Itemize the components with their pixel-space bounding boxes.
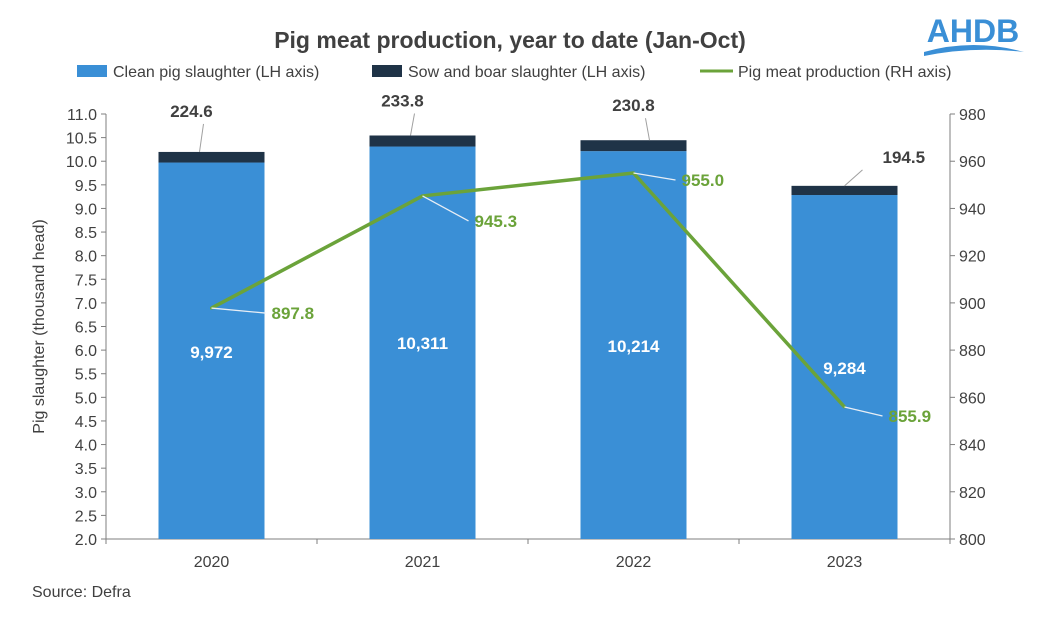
leader-line-sow — [844, 169, 863, 187]
chart-title: Pig meat production, year to date (Jan-O… — [274, 27, 746, 53]
left-tick-label: 5.5 — [75, 367, 97, 384]
left-tick-label: 3.5 — [75, 461, 97, 478]
bar-sow-2022 — [580, 140, 687, 152]
right-tick-label: 820 — [959, 485, 986, 502]
left-tick-label: 3.0 — [75, 485, 97, 502]
legend-swatch-clean — [77, 65, 107, 77]
bar-label-sow: 230.8 — [612, 96, 655, 115]
ahdb-logo: AHDB — [924, 13, 1024, 56]
right-tick-label: 940 — [959, 201, 986, 218]
x-tick-label: 2021 — [405, 554, 441, 571]
right-tick-label: 860 — [959, 390, 986, 407]
x-tick-label: 2020 — [194, 554, 230, 571]
line-label: 945.3 — [475, 212, 518, 231]
line-label: 955.0 — [682, 171, 725, 190]
right-tick-label: 840 — [959, 438, 986, 455]
right-tick-label: 880 — [959, 343, 986, 360]
left-tick-label: 10.5 — [66, 131, 97, 148]
legend-label-line: Pig meat production (RH axis) — [738, 64, 951, 81]
legend-label-clean: Clean pig slaughter (LH axis) — [113, 64, 319, 81]
left-tick-label: 8.0 — [75, 249, 97, 266]
leader-line-sow — [410, 113, 415, 136]
bar-label-sow: 194.5 — [883, 148, 926, 167]
bar-clean-2021 — [369, 146, 476, 539]
left-tick-label: 6.5 — [75, 320, 97, 337]
bar-label-clean: 9,972 — [190, 343, 233, 362]
left-tick-label: 2.5 — [75, 508, 97, 525]
left-tick-label: 9.5 — [75, 178, 97, 195]
source-note: Source: Defra — [32, 584, 131, 601]
left-tick-label: 2.0 — [75, 532, 97, 549]
left-tick-label: 7.5 — [75, 272, 97, 289]
logo-swoosh — [924, 45, 1024, 56]
left-tick-label: 6.0 — [75, 343, 97, 360]
bar-label-clean: 10,214 — [608, 337, 661, 356]
right-tick-label: 800 — [959, 532, 986, 549]
bar-clean-2020 — [158, 162, 265, 540]
legend-label-sow: Sow and boar slaughter (LH axis) — [408, 64, 645, 81]
leader-line-production — [211, 307, 266, 314]
line-label: 855.9 — [889, 407, 932, 426]
left-tick-label: 9.0 — [75, 201, 97, 218]
bar-label-clean: 10,311 — [397, 334, 448, 353]
x-tick-label: 2023 — [827, 554, 863, 571]
left-tick-label: 4.5 — [75, 414, 97, 431]
bar-sow-2023 — [791, 185, 898, 196]
left-tick-label: 10.0 — [66, 154, 97, 171]
left-tick-label: 4.0 — [75, 438, 97, 455]
bar-label-clean: 9,284 — [823, 359, 866, 378]
left-tick-label: 8.5 — [75, 225, 97, 242]
bar-label-sow: 233.8 — [381, 91, 424, 110]
production-line — [210, 171, 846, 409]
left-tick-label: 11.0 — [67, 107, 97, 124]
right-tick-label: 960 — [959, 154, 986, 171]
logo-text: AHDB — [927, 13, 1019, 49]
bar-label-sow: 224.6 — [170, 102, 213, 121]
y-axis-title: Pig slaughter (thousand head) — [31, 219, 48, 433]
leader-line-production — [633, 172, 676, 181]
left-tick-label: 7.0 — [75, 296, 97, 313]
right-tick-label: 980 — [959, 107, 986, 124]
bar-sow-2021 — [369, 135, 476, 147]
leader-line-production — [422, 195, 469, 222]
line-label: 897.8 — [272, 304, 315, 323]
legend-swatch-sow — [372, 65, 402, 77]
bar-sow-2020 — [158, 151, 265, 163]
x-tick-label: 2022 — [616, 554, 652, 571]
leader-line-sow — [645, 118, 650, 141]
right-tick-label: 900 — [959, 296, 986, 313]
leader-line-production — [844, 406, 883, 417]
leader-line-sow — [199, 123, 204, 153]
bar-clean-2022 — [580, 151, 687, 539]
right-tick-label: 920 — [959, 249, 986, 266]
left-tick-label: 5.0 — [75, 390, 97, 407]
